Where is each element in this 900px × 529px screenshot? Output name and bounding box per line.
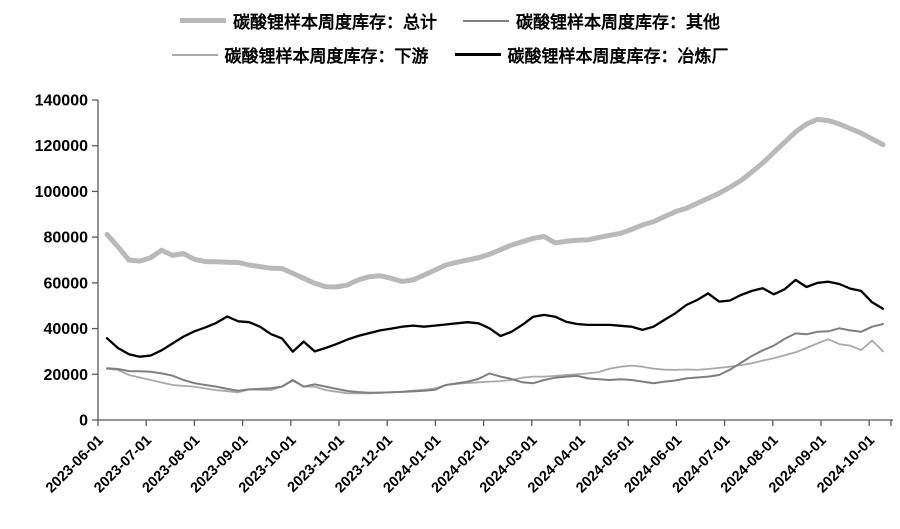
y-tick-label: 20000 xyxy=(44,367,89,384)
legend-row-2: 碳酸锂样本周度库存：下游 碳酸锂样本周度库存：冶炼厂 xyxy=(171,42,729,67)
legend-line-other-icon xyxy=(463,19,509,22)
legend-label-smelter: 碳酸锂样本周度库存：冶炼厂 xyxy=(507,47,729,66)
legend-item-other: 碳酸锂样本周度库存：其他 xyxy=(463,8,720,33)
series-line-other xyxy=(106,323,884,394)
y-tick-label: 100000 xyxy=(35,184,88,201)
y-tick-label: 60000 xyxy=(44,275,89,292)
legend-row-1: 碳酸锂样本周度库存：总计 碳酸锂样本周度库存：其他 xyxy=(180,8,720,33)
y-tick-label: 120000 xyxy=(35,138,88,155)
legend-label-downstream: 碳酸锂样本周度库存：下游 xyxy=(224,47,429,66)
legend-label-other: 碳酸锂样本周度库存：其他 xyxy=(516,13,720,32)
y-tick-label: 140000 xyxy=(35,93,88,110)
legend-line-total-icon xyxy=(180,18,226,23)
y-tick-label: 80000 xyxy=(44,230,89,247)
y-tick-label: 0 xyxy=(79,413,88,430)
axes: 0200004000060000800001000001200001400002… xyxy=(35,93,893,496)
legend-item-total: 碳酸锂样本周度库存：总计 xyxy=(180,8,437,33)
legend-item-smelter: 碳酸锂样本周度库存：冶炼厂 xyxy=(454,42,729,67)
legend-label-total: 碳酸锂样本周度库存：总计 xyxy=(233,13,437,32)
legend-item-downstream: 碳酸锂样本周度库存：下游 xyxy=(171,42,429,67)
series-line-downstream xyxy=(106,338,884,395)
series-line-total xyxy=(104,116,886,290)
legend: 碳酸锂样本周度库存：总计 碳酸锂样本周度库存：其他 碳酸锂样本周度库存：下游 碳… xyxy=(0,8,900,67)
legend-line-smelter-icon xyxy=(454,53,501,56)
legend-line-downstream-icon xyxy=(171,53,218,56)
series-line-smelter xyxy=(105,278,885,358)
y-tick-label: 40000 xyxy=(44,321,89,338)
